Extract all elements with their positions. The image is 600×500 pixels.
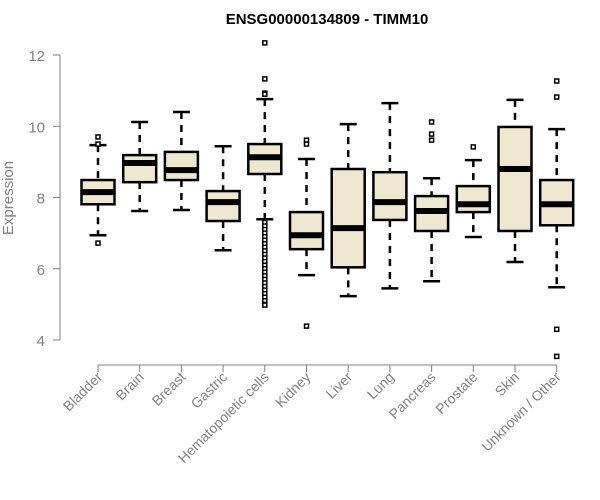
box-breast xyxy=(163,110,200,212)
box-lung xyxy=(372,101,408,290)
box-gastric xyxy=(205,144,241,252)
y-tick-label: 10 xyxy=(28,119,45,136)
box-iqr xyxy=(330,167,366,269)
x-tick-label: Breast xyxy=(149,369,189,409)
outlier-point xyxy=(262,302,268,308)
y-tick-label: 12 xyxy=(28,48,45,65)
chart-title: ENSG00000134809 - TIMM10 xyxy=(226,11,429,28)
outlier-point xyxy=(95,240,101,246)
y-axis-label: Expression xyxy=(0,161,17,235)
outlier-point xyxy=(553,78,560,84)
x-tick-label: Lung xyxy=(364,369,397,402)
outlier-point xyxy=(262,76,268,82)
box-iqr xyxy=(455,184,492,214)
outlier-point xyxy=(95,134,101,140)
box-iqr xyxy=(497,125,533,233)
box-iqr xyxy=(288,210,325,251)
x-tick-label: Kidney xyxy=(272,369,314,411)
x-tick-label: Bladder xyxy=(60,369,106,415)
outlier-point xyxy=(262,91,268,97)
box-hematopoietic-cells xyxy=(247,40,283,308)
box-iqr xyxy=(163,150,200,182)
outlier-point xyxy=(553,353,560,360)
outlier-point xyxy=(428,137,435,143)
box-unknown-other xyxy=(538,78,575,360)
outlier-point xyxy=(303,141,310,147)
box-iqr xyxy=(121,153,158,184)
outlier-point xyxy=(428,131,435,137)
y-tick-label: 4 xyxy=(37,333,45,350)
box-iqr xyxy=(205,189,241,223)
outlier-point xyxy=(470,144,477,150)
outlier-point xyxy=(553,94,560,100)
x-tick-label: Unknown / Other xyxy=(478,369,564,455)
outlier-point xyxy=(95,141,101,147)
y-tick-label: 8 xyxy=(37,191,45,208)
box-prostate xyxy=(455,144,492,239)
box-kidney xyxy=(288,137,325,329)
outlier-point xyxy=(262,40,268,46)
outlier-point xyxy=(428,119,435,125)
outlier-point xyxy=(303,323,310,329)
outlier-point xyxy=(553,326,560,333)
box-brain xyxy=(121,120,158,213)
box-iqr xyxy=(372,170,408,222)
x-tick-label: Liver xyxy=(323,369,356,402)
box-skin xyxy=(497,98,533,264)
x-tick-label: Prostate xyxy=(432,369,480,417)
x-tick-label: Brain xyxy=(112,369,146,403)
box-liver xyxy=(330,122,366,298)
box-bladder xyxy=(80,134,116,246)
box-pancreas xyxy=(413,119,450,283)
y-tick-label: 6 xyxy=(37,262,45,279)
x-tick-label: Skin xyxy=(492,369,523,400)
